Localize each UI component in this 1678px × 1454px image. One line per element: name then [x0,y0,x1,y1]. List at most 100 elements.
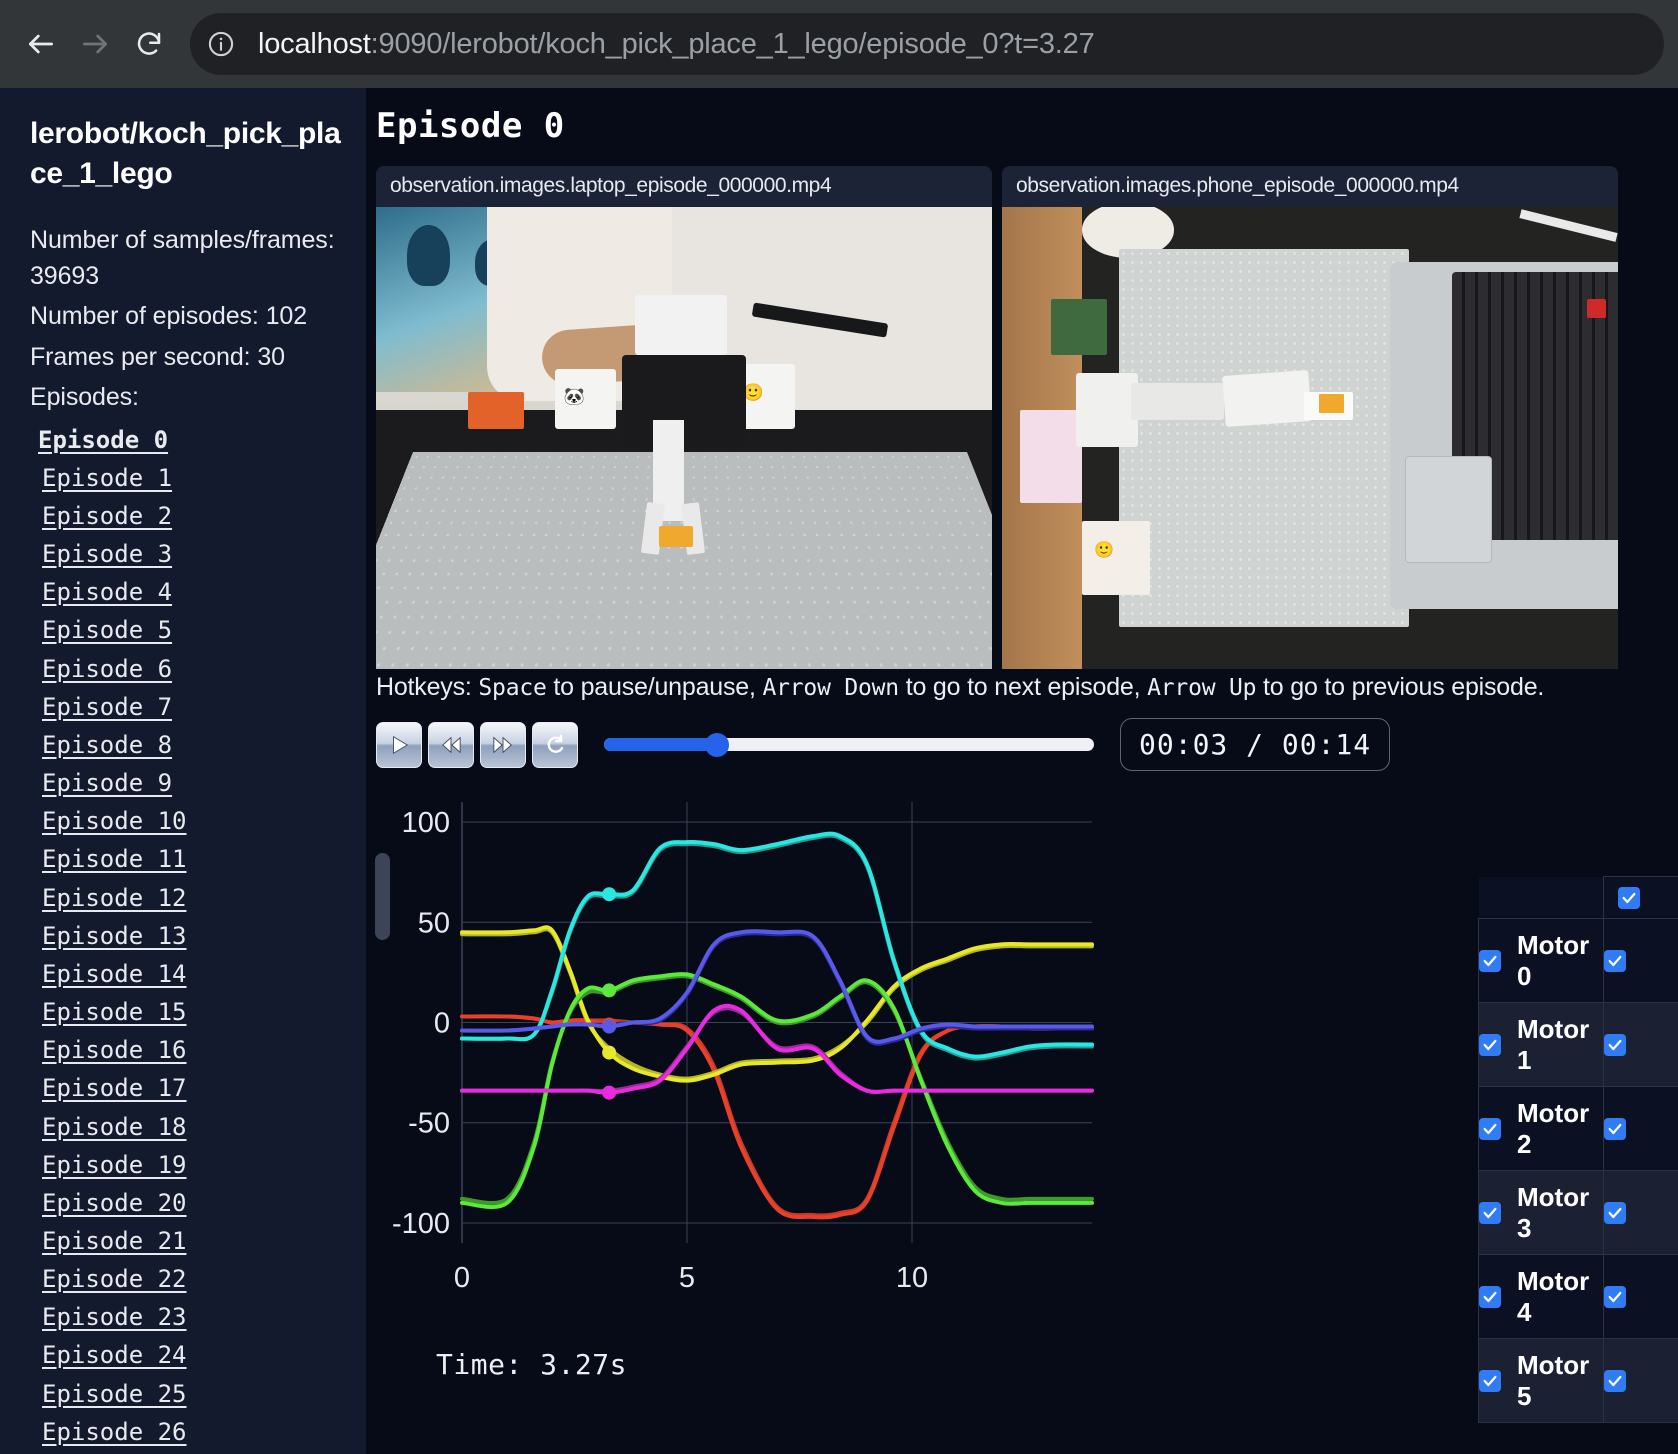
info-circle-icon[interactable] [198,21,244,67]
motor-name-cell: Motor 4 [1478,1254,1604,1339]
svg-text:0: 0 [454,1262,470,1294]
meta-samples: Number of samples/frames: 39693 [30,226,335,290]
episode-link[interactable]: Episode 5 [42,616,173,645]
svg-text:10: 10 [896,1262,928,1294]
episode-link[interactable]: Episode 3 [42,540,173,569]
hotkeys-text2: to go to next episode, [898,673,1148,701]
episode-link[interactable]: Episode 11 [42,845,187,874]
motor-state-cell: -13.45 [1602,1002,1678,1087]
app-body: lerobot/koch_pick_place_1_lego Number of… [0,88,1678,1454]
address-bar[interactable]: localhost:9090/lerobot/koch_pick_place_1… [190,13,1664,75]
sidebar: lerobot/koch_pick_place_1_lego Number of… [0,88,366,1454]
video-card-phone: observation.images.phone_episode_000000.… [1002,166,1618,669]
episode-link[interactable]: Episode 4 [42,578,173,607]
motor-state-cell: 10.63 [1602,1086,1678,1171]
svg-text:-50: -50 [408,1108,450,1140]
video-player-laptop[interactable]: 🐼 🙂 [376,207,992,669]
hotkey-arrow-up: Arrow Up [1147,675,1257,701]
reload-button[interactable] [122,17,176,71]
table-row: Motor 210.6314.33 [1478,1086,1678,1171]
play-button[interactable] [376,721,422,768]
episode-link[interactable]: Episode 20 [42,1188,187,1217]
motor-state-checkbox[interactable] [1604,1117,1626,1140]
episode-link[interactable]: Episode 14 [42,959,187,988]
hotkeys-hint: Hotkeys: Space to pause/unpause, Arrow D… [376,673,1544,702]
episode-link[interactable]: Episode 10 [42,807,187,836]
url-path: :9090/lerobot/koch_pick_place_1_lego/epi… [370,27,1095,60]
motor-state-cell: -1.05 [1602,918,1678,1003]
episode-link[interactable]: Episode 9 [42,769,173,798]
table-body: Motor 0-1.05-0.97Motor 1-13.45-15.29Moto… [1478,918,1678,1423]
forward-button[interactable] [68,17,122,71]
episode-link[interactable]: Episode 22 [42,1265,187,1294]
chart-svg: -100 -50 0 50 100 0 5 10 [392,802,1094,1294]
motor-state-checkbox[interactable] [1604,1033,1626,1056]
motor-row-checkbox[interactable] [1479,1369,1501,1392]
time-display: 00:03 / 00:14 [1120,718,1391,771]
motor-state-cell: 62.31 [1602,1170,1678,1255]
motor-state-checkbox[interactable] [1604,1285,1626,1308]
episode-link[interactable]: Episode 21 [42,1226,187,1255]
table-row: Motor 4-3.52-2.99 [1478,1254,1678,1339]
episode-link[interactable]: Episode 13 [42,921,187,950]
episode-link[interactable]: Episode 18 [42,1112,187,1141]
motor-row-checkbox[interactable] [1479,949,1501,972]
fast-forward-button[interactable] [480,721,526,768]
episode-link[interactable]: Episode 16 [42,1036,187,1065]
motor-label: Motor 3 [1517,1181,1590,1243]
motor-row-checkbox[interactable] [1479,1033,1501,1056]
motor-state-cell: -3.52 [1602,1254,1678,1339]
episode-link[interactable]: Episode 1 [42,463,173,492]
seek-slider[interactable] [604,732,1094,757]
laptop-camera-frame: 🐼 🙂 [376,207,992,669]
table-row: Motor 0-1.05-0.97 [1478,918,1678,1003]
motor-timeseries-chart[interactable]: -100 -50 0 50 100 0 5 10 [386,788,1106,1328]
motor-name-cell: Motor 5 [1478,1338,1604,1423]
svg-text:5: 5 [679,1262,695,1294]
header-blank [1478,876,1604,919]
episode-link[interactable]: Episode 24 [42,1341,187,1370]
rewind-button[interactable] [428,721,474,768]
video-card-laptop: observation.images.laptop_episode_000000… [376,166,992,669]
episode-link[interactable]: Episode 0 [38,425,169,454]
motor-state-value: -34.54 [1644,1365,1678,1396]
episode-link[interactable]: Episode 12 [42,883,187,912]
episode-link[interactable]: Episode 2 [42,502,173,530]
hotkeys-text1: to pause/unpause, [546,673,763,701]
video-label-laptop: observation.images.laptop_episode_000000… [376,166,992,207]
motor-row-checkbox[interactable] [1479,1117,1501,1140]
dataset-title: lerobot/koch_pick_place_1_lego [30,117,341,190]
motor-state-value: -1.05 [1644,945,1678,976]
svg-text:50: 50 [418,907,450,939]
motor-label: Motor 4 [1517,1265,1590,1327]
episode-link[interactable]: Episode 25 [42,1379,187,1408]
episode-link[interactable]: Episode 26 [42,1417,187,1446]
motor-row-checkbox[interactable] [1479,1201,1501,1224]
seek-thumb[interactable] [704,732,729,757]
back-button[interactable] [14,17,68,71]
episode-link[interactable]: Episode 17 [42,1074,187,1103]
episode-link[interactable]: Episode 23 [42,1303,187,1332]
motor-state-checkbox[interactable] [1604,1369,1626,1392]
main-content: Episode 0 observation.images.laptop_epis… [366,88,1678,1454]
motor-state-value: -3.52 [1644,1281,1678,1312]
loop-button[interactable] [532,721,578,768]
episode-link[interactable]: Episode 19 [42,1150,187,1179]
motor-state-checkbox[interactable] [1604,1201,1626,1224]
state-column-checkbox[interactable] [1618,886,1640,909]
video-player-phone[interactable]: 🙂 [1002,207,1618,669]
hotkeys-text3: to go to previous episode. [1256,673,1545,701]
motor-state-checkbox[interactable] [1604,949,1626,972]
meta-fps: Frames per second: 30 [30,342,285,371]
sidebar-resize-handle[interactable] [375,853,390,940]
motor-row-checkbox[interactable] [1479,1285,1501,1308]
episode-link[interactable]: Episode 6 [42,654,173,683]
motor-label: Motor 1 [1517,1013,1590,1075]
episode-link[interactable]: Episode 7 [42,692,173,721]
page-title: Episode 0 [376,106,565,146]
motor-name-cell: Motor 1 [1478,1002,1604,1087]
url-host: localhost [258,27,371,60]
episode-link[interactable]: Episode 8 [42,730,173,759]
motor-state-value: 10.63 [1644,1113,1678,1144]
episode-link[interactable]: Episode 15 [42,998,187,1027]
